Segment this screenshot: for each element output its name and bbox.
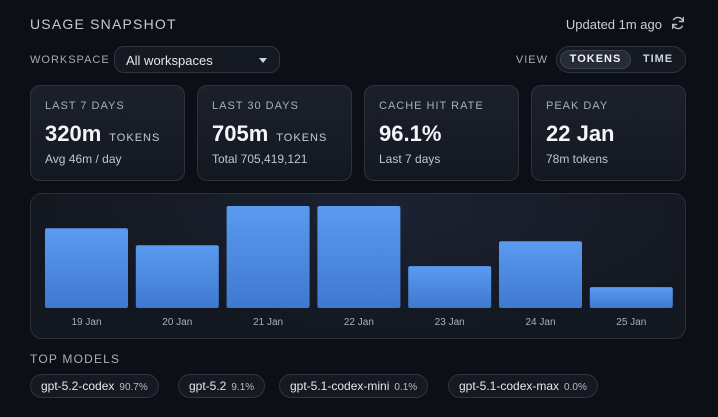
stat-card-value: 705m TOKENS (212, 121, 327, 147)
stat-card-label: LAST 7 DAYS (45, 100, 125, 112)
stat-card-number: 705m (212, 121, 269, 146)
x-tick-label: 25 Jan (616, 317, 646, 328)
model-chip[interactable]: gpt-5.2 9.1% (178, 374, 266, 398)
stat-card-value: 22 Jan (546, 121, 615, 147)
stat-card-value: 320m TOKENS (45, 121, 160, 147)
stat-card-last-7-days: LAST 7 DAYS 320m TOKENS Avg 46m / day (30, 85, 185, 181)
view-toggle: TOKENS TIME (556, 46, 686, 73)
updated-timestamp: Updated 1m ago (565, 17, 662, 32)
view-option-time[interactable]: TIME (642, 53, 674, 65)
bar-19-jan[interactable] (45, 228, 128, 308)
workspace-select-value: All workspaces (126, 53, 213, 68)
x-tick-label: 24 Jan (525, 317, 555, 328)
stat-card-sub: Avg 46m / day (45, 152, 122, 166)
stat-card-label: PEAK DAY (546, 100, 609, 112)
refresh-icon[interactable] (670, 15, 686, 31)
stat-card-number: 22 Jan (546, 121, 615, 146)
model-chip[interactable]: gpt-5.1-codex-mini 0.1% (279, 374, 429, 398)
bar-25-jan[interactable] (589, 287, 673, 308)
page-title: USAGE SNAPSHOT (30, 16, 177, 32)
model-name: gpt-5.1-codex-mini (290, 379, 390, 393)
model-name: gpt-5.2 (189, 379, 227, 393)
view-option-tokens[interactable]: TOKENS (560, 50, 631, 69)
bar-21-jan[interactable] (226, 206, 310, 308)
usage-chart-panel: 19 Jan 20 Jan 21 Jan 22 Jan 23 Jan 24 Jan 25 J… (30, 193, 686, 339)
stat-card-unit: TOKENS (276, 132, 328, 144)
model-name: gpt-5.2-codex (41, 379, 115, 393)
x-tick-label: 19 Jan (71, 317, 101, 328)
stat-card-cache-hit-rate: CACHE HIT RATE 96.1% Last 7 days (364, 85, 519, 181)
stat-cards: LAST 7 DAYS 320m TOKENS Avg 46m / day LAS… (30, 85, 686, 181)
chevron-down-icon (259, 58, 267, 63)
stat-card-sub: 78m tokens (546, 152, 609, 166)
model-chip[interactable]: gpt-5.1-codex-max 0.0% (448, 374, 598, 398)
workspace-label: WORKSPACE (30, 54, 110, 66)
bar-24-jan[interactable] (499, 241, 582, 308)
top-models-title: TOP MODELS (30, 352, 121, 366)
model-share: 90.7% (119, 382, 148, 393)
model-chip[interactable]: gpt-5.2-codex 90.7% (30, 374, 159, 398)
x-tick-label: 22 Jan (344, 317, 374, 328)
stat-card-number: 96.1% (379, 121, 442, 146)
stat-card-value: 96.1% (379, 121, 441, 147)
bar-23-jan[interactable] (408, 266, 492, 308)
bar-20-jan[interactable] (135, 245, 219, 308)
usage-bar-chart: 19 Jan 20 Jan 21 Jan 22 Jan 23 Jan 24 Jan 25 J… (45, 206, 673, 328)
controls-bar: WORKSPACE All workspaces VIEW TOKENS TIM… (30, 46, 686, 74)
model-share: 0.1% (394, 382, 418, 393)
x-tick-label: 21 Jan (253, 317, 283, 328)
model-name: gpt-5.1-codex-max (459, 379, 560, 393)
stat-card-sub: Total 705,419,121 (212, 152, 308, 166)
stat-card-peak-day: PEAK DAY 22 Jan 78m tokens (531, 85, 686, 181)
bar-22-jan[interactable] (317, 206, 401, 308)
header: USAGE SNAPSHOT Updated 1m ago (30, 14, 688, 34)
model-share: 0.0% (564, 382, 587, 393)
model-share: 9.1% (231, 382, 255, 393)
stat-card-label: CACHE HIT RATE (379, 100, 484, 112)
x-tick-label: 23 Jan (435, 317, 465, 328)
x-tick-label: 20 Jan (162, 317, 192, 328)
stat-card-number: 320m (45, 121, 102, 146)
stat-card-label: LAST 30 DAYS (212, 100, 299, 112)
stat-card-last-30-days: LAST 30 DAYS 705m TOKENS Total 705,419,12… (197, 85, 352, 181)
workspace-select[interactable]: All workspaces (114, 46, 280, 73)
top-models-list: gpt-5.2-codex 90.7% gpt-5.2 9.1% gpt-5.1-c… (30, 374, 688, 398)
view-label: VIEW (515, 54, 548, 66)
stat-card-unit: TOKENS (109, 132, 161, 144)
stat-card-sub: Last 7 days (379, 152, 441, 166)
